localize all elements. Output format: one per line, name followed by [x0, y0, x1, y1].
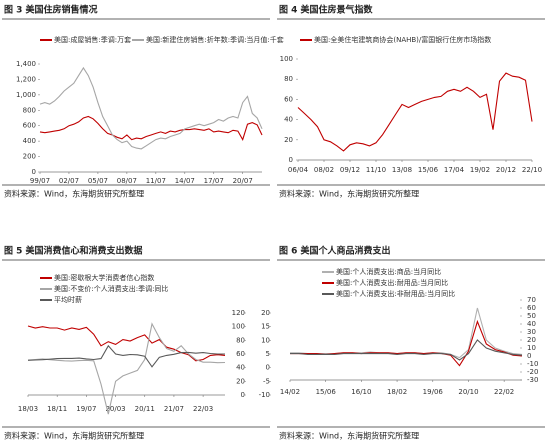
y-tick-label: 20	[284, 136, 293, 144]
x-tick-label: 22/10	[522, 166, 542, 174]
x-tick-label: 16/10	[351, 388, 371, 396]
x-tick-label: 14/07	[175, 177, 195, 185]
x-tick-label: 15/06	[316, 388, 337, 396]
y-tick-label: 200	[23, 153, 36, 161]
chart-title: 图 3 美国住房销售情况	[4, 4, 98, 16]
y-tick-label: 20	[261, 309, 270, 317]
legend-label: 美国:不变价:个人消费支出:季调:同比	[54, 284, 168, 293]
y-tick-label: 0	[32, 168, 36, 176]
y-tick-label: 80	[236, 336, 245, 344]
series-line	[39, 66, 263, 150]
x-tick-label: 05/07	[88, 177, 108, 185]
y-tick-label: 40	[236, 364, 245, 372]
x-tick-label: 11/07	[146, 177, 166, 185]
series-line	[290, 319, 523, 367]
y-tick-label: 100	[280, 55, 293, 63]
y-tick-label: 40	[284, 116, 293, 124]
y-tick-label: 40	[527, 320, 536, 328]
y-tick-label: 0	[266, 364, 270, 372]
legend-label: 平均时薪	[54, 295, 82, 304]
x-tick-label: 09/12	[340, 166, 360, 174]
y-tick-label: 120	[232, 309, 245, 317]
legend-label: 美国:个人消费支出:耐用品:当月同比	[336, 278, 448, 287]
x-tick-label: 14/02	[280, 388, 300, 396]
y-tick-label: 400	[23, 137, 36, 145]
y-tick-label: 600	[23, 122, 36, 130]
series-line	[290, 339, 523, 361]
y-tick-label: 10	[527, 344, 536, 352]
legend-label: 美国:密歇根大学消费者信心指数	[54, 273, 154, 282]
y-tick-label: 0	[289, 156, 293, 164]
legend-label: 美国:成屋销售:季调:万套	[54, 35, 131, 44]
x-tick-label: 15/06	[418, 166, 439, 174]
y-tick-label: 5	[266, 350, 270, 358]
x-tick-label: 20/03	[105, 405, 125, 413]
y-tick-label: 60	[284, 95, 293, 103]
x-tick-label: 20/10	[458, 388, 478, 396]
x-tick-label: 06/04	[288, 166, 309, 174]
y-tick-label: 1,200	[16, 75, 36, 83]
y-tick-label: 100	[232, 323, 245, 331]
chart-title: 图 5 美国消费信心和消费支出数据	[4, 245, 143, 257]
y-tick-label: 60	[236, 350, 245, 358]
series-line	[39, 115, 263, 141]
series-line	[27, 344, 225, 368]
y-tick-label: 70	[527, 296, 536, 304]
y-tick-label: -5	[263, 377, 270, 385]
y-tick-label: 0	[527, 352, 531, 360]
y-tick-label: 50	[527, 312, 536, 320]
legend-label: 美国:新建住房销售:折年数:季调:当月值:千套	[146, 35, 284, 44]
y-tick-label: 20	[236, 377, 245, 385]
source-note: 资料来源：Wind，东海期货研究所整理	[279, 189, 419, 199]
x-tick-label: 08/02	[314, 166, 334, 174]
x-tick-label: 02/07	[59, 177, 79, 185]
x-tick-label: 18/11	[47, 405, 67, 413]
series-line	[297, 72, 533, 152]
source-note: 资料来源：Wind，东海期货研究所整理	[4, 431, 144, 441]
y-tick-label: 60	[527, 304, 536, 312]
y-tick-label: 800	[23, 106, 36, 114]
source-note: 资料来源：Wind，东海期货研究所整理	[279, 431, 419, 441]
x-tick-label: 22/02	[494, 388, 514, 396]
series-line	[27, 322, 226, 415]
legend-label: 美国:全美住宅建筑商协会(NAHB)/富国银行住房市场指数	[314, 35, 491, 44]
x-tick-label: 21/07	[164, 405, 184, 413]
x-tick-label: 20/12	[496, 166, 516, 174]
legend-label: 美国:个人消费支出:商品:当月同比	[336, 267, 441, 276]
y-tick-label: 1,400	[16, 60, 36, 68]
series-line	[27, 325, 226, 362]
x-tick-label: 17/07	[204, 177, 224, 185]
y-tick-label: -30	[527, 376, 538, 384]
x-tick-label: 19/07	[76, 405, 96, 413]
x-tick-label: 08/07	[117, 177, 137, 185]
source-note: 资料来源：Wind，东海期货研究所整理	[4, 189, 144, 199]
y-tick-label: 10	[261, 336, 270, 344]
y-tick-label: 30	[527, 328, 536, 336]
y-tick-label: 80	[284, 75, 293, 83]
y-tick-label: -10	[259, 391, 270, 399]
y-tick-label: 15	[261, 323, 270, 331]
chart-title: 图 6 美国个人商品消费支出	[279, 245, 391, 257]
x-tick-label: 11/10	[366, 166, 386, 174]
y-tick-label: 20	[527, 336, 536, 344]
x-tick-label: 99/07	[30, 177, 50, 185]
x-tick-label: 13/08	[392, 166, 412, 174]
series-line	[290, 307, 523, 359]
x-tick-label: 18/03	[18, 405, 38, 413]
y-tick-label: -20	[527, 368, 538, 376]
x-tick-label: 22/03	[193, 405, 213, 413]
x-tick-label: 18/02	[387, 388, 407, 396]
y-tick-label: 0	[241, 391, 245, 399]
x-tick-label: 19/06	[423, 388, 444, 396]
x-tick-label: 20/11	[135, 405, 155, 413]
y-tick-label: 1,000	[16, 91, 36, 99]
y-tick-label: -10	[527, 360, 538, 368]
x-tick-label: 19/02	[470, 166, 490, 174]
x-tick-label: 20/07	[233, 177, 253, 185]
legend-label: 美国:个人消费支出:非耐用品:当月同比	[336, 289, 455, 298]
x-tick-label: 17/04	[444, 166, 465, 174]
chart-title: 图 4 美国住房景气指数	[279, 4, 374, 16]
